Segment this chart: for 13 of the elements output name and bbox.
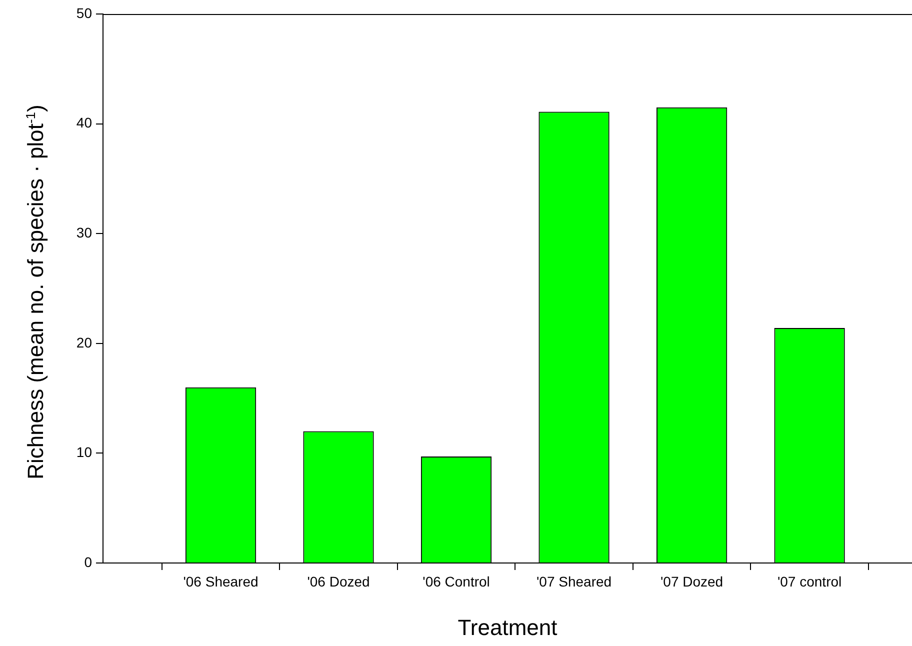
x-tick-label: '06 Dozed	[307, 573, 370, 590]
y-tick-label: 40	[76, 114, 92, 131]
x-tick-label: '07 Dozed	[660, 573, 724, 590]
y-tick-label: 20	[76, 334, 92, 350]
x-tick-label: '06 Sheared	[183, 573, 258, 590]
x-tick-label: '06 Control	[422, 573, 490, 590]
y-tick-label: 0	[84, 554, 92, 570]
y-tick-label: 30	[76, 224, 92, 240]
y-tick-label: 10	[76, 444, 92, 460]
x-tick-label: '07 Sheared	[536, 573, 612, 590]
y-tick-label: 50	[76, 4, 92, 21]
x-axis-title: Treatment	[458, 614, 558, 640]
x-tick-label: '07 control	[777, 573, 842, 590]
